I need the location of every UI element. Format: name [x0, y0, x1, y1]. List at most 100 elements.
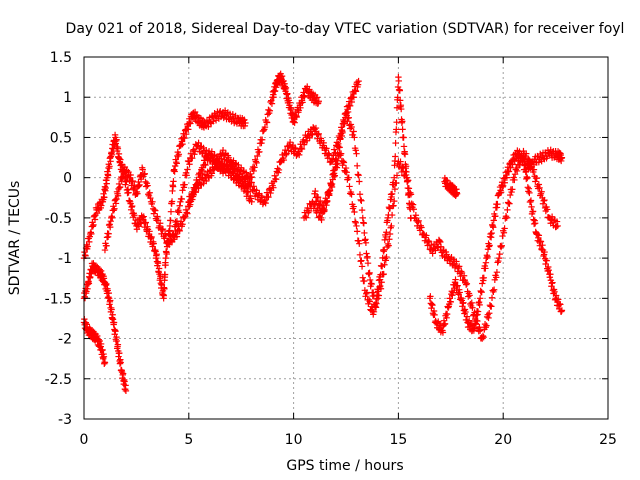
data-point — [388, 211, 396, 219]
data-point — [122, 387, 130, 395]
data-point — [201, 161, 209, 168]
data-point — [323, 145, 330, 152]
data-point — [511, 171, 519, 178]
data-point — [125, 189, 132, 196]
data-point — [272, 176, 280, 183]
data-point — [151, 206, 158, 214]
series-track-b — [80, 260, 130, 395]
data-point — [442, 254, 449, 261]
data-point — [400, 143, 408, 150]
data-point — [284, 90, 291, 97]
data-point — [221, 151, 229, 158]
data-point — [386, 236, 393, 243]
data-point — [531, 220, 539, 227]
data-point — [356, 251, 364, 259]
data-point — [146, 189, 153, 196]
data-point — [330, 173, 338, 181]
data-point — [423, 232, 430, 239]
data-point — [412, 212, 420, 219]
data-point — [466, 292, 473, 299]
data-point — [113, 136, 120, 143]
data-point — [366, 269, 373, 277]
plot-frame — [83, 56, 609, 420]
data-point — [113, 195, 120, 203]
data-point — [357, 258, 364, 265]
data-point — [437, 243, 445, 250]
data-point — [248, 179, 255, 186]
data-point — [263, 119, 271, 126]
data-point — [109, 214, 116, 221]
data-point — [110, 319, 118, 326]
data-point — [535, 159, 543, 166]
data-point — [180, 184, 188, 191]
tick-labels: 0 5 10 15 20 25 -3 -2.5 -2 -1.5 -1 -0.5 0 0.5 1 1.5 — [45, 50, 617, 448]
data-point — [260, 127, 267, 134]
data-point — [439, 329, 447, 336]
data-point — [282, 84, 290, 92]
data-point — [184, 210, 191, 217]
y-tick-label: -3 — [58, 412, 72, 428]
data-point — [345, 114, 352, 121]
data-point — [495, 254, 503, 262]
data-point — [551, 154, 558, 161]
data-point — [320, 205, 327, 212]
data-point — [340, 158, 347, 165]
data-point — [395, 77, 402, 85]
data-point — [112, 328, 119, 335]
data-point — [532, 178, 539, 185]
data-point — [253, 187, 260, 194]
data-point — [208, 170, 216, 177]
data-point — [498, 242, 506, 249]
data-point — [370, 292, 377, 300]
data-point — [476, 301, 483, 309]
data-point — [325, 150, 332, 157]
data-point — [317, 201, 325, 208]
data-point — [490, 217, 497, 224]
data-point — [271, 87, 279, 95]
data-point — [129, 177, 136, 185]
data-point — [178, 195, 186, 203]
data-point — [298, 145, 306, 153]
data-point — [183, 209, 190, 216]
data-point — [382, 257, 390, 264]
data-point — [402, 168, 409, 175]
data-point — [489, 287, 496, 294]
data-point — [186, 161, 193, 168]
data-point — [549, 279, 556, 286]
series-track-g — [300, 73, 415, 310]
data-point — [443, 176, 450, 184]
data-point — [242, 169, 250, 176]
data-point — [152, 207, 159, 214]
data-point — [244, 188, 252, 195]
y-tick-label: 1.5 — [50, 50, 72, 66]
data-point — [558, 154, 566, 161]
data-point — [486, 310, 493, 317]
data-point — [409, 201, 417, 208]
data-point — [179, 140, 186, 148]
data-point — [146, 228, 153, 235]
data-point — [452, 276, 459, 283]
data-point — [302, 214, 310, 221]
data-point — [328, 183, 336, 191]
data-point — [333, 139, 341, 146]
data-point — [346, 102, 354, 109]
data-point — [154, 260, 162, 267]
data-point — [187, 198, 195, 205]
data-point — [429, 250, 436, 257]
data-point — [399, 126, 406, 133]
data-point — [194, 182, 202, 189]
data-point — [331, 172, 339, 179]
data-point — [533, 175, 540, 182]
data-point — [160, 292, 168, 299]
data-point — [354, 171, 362, 178]
data-point — [425, 238, 433, 246]
y-tick-label: -0.5 — [45, 211, 72, 227]
data-point — [116, 183, 124, 191]
data-point — [366, 298, 373, 305]
data-point — [277, 158, 285, 165]
data-point — [350, 203, 357, 210]
data-point — [493, 269, 501, 276]
data-point — [162, 254, 169, 262]
data-point — [170, 232, 178, 239]
